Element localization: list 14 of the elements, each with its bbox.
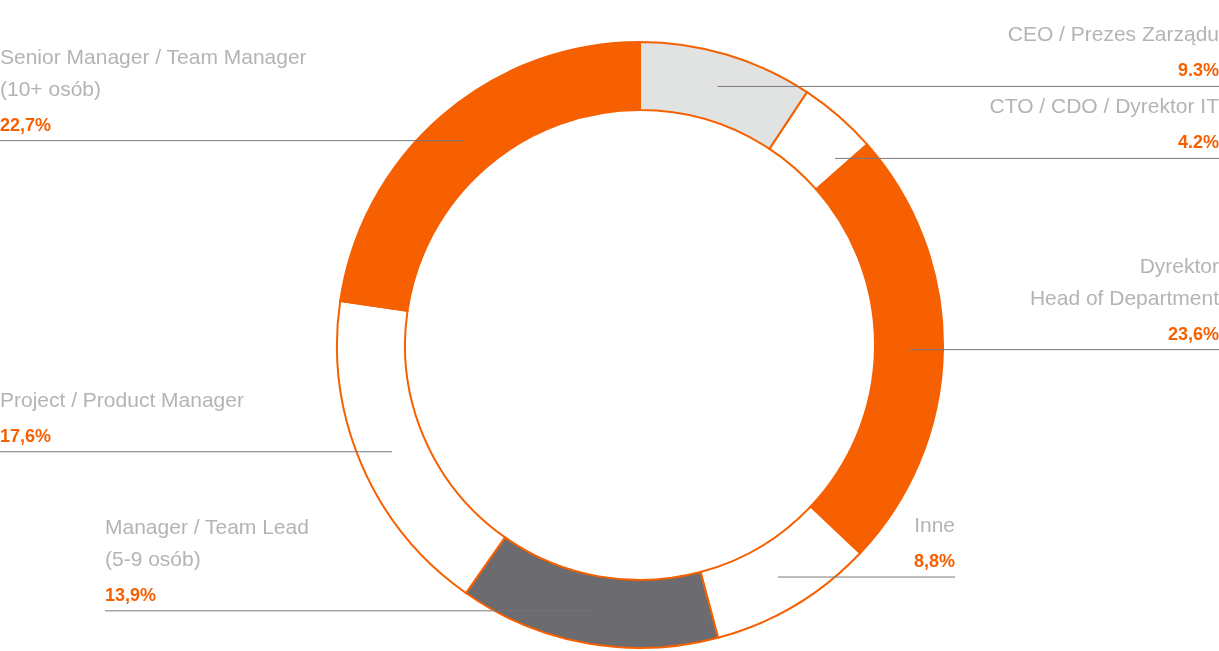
- slice-label: Inne: [914, 513, 955, 537]
- data-label: 4.2%: [1177, 132, 1219, 153]
- data-label: 8,8%: [913, 551, 955, 572]
- slice-label: CEO / Prezes Zarządu: [1007, 22, 1219, 46]
- data-label: 13,9%: [105, 584, 157, 605]
- data-label: 22,7%: [0, 114, 52, 135]
- data-label: 17,6%: [0, 425, 52, 446]
- data-label: 9.3%: [1177, 60, 1219, 81]
- slice-label: Senior Manager / Team Manager (10+ osób): [0, 44, 307, 100]
- data-label: 23,6%: [1167, 323, 1219, 344]
- slice-label: Manager / Team Lead (5-9 osób): [105, 514, 309, 570]
- slice-label: Project / Product Manager: [0, 387, 244, 411]
- slice-label: CTO / CDO / Dyrektor IT: [989, 94, 1219, 118]
- slice-label: Dyrektor Head of Department: [1029, 253, 1219, 309]
